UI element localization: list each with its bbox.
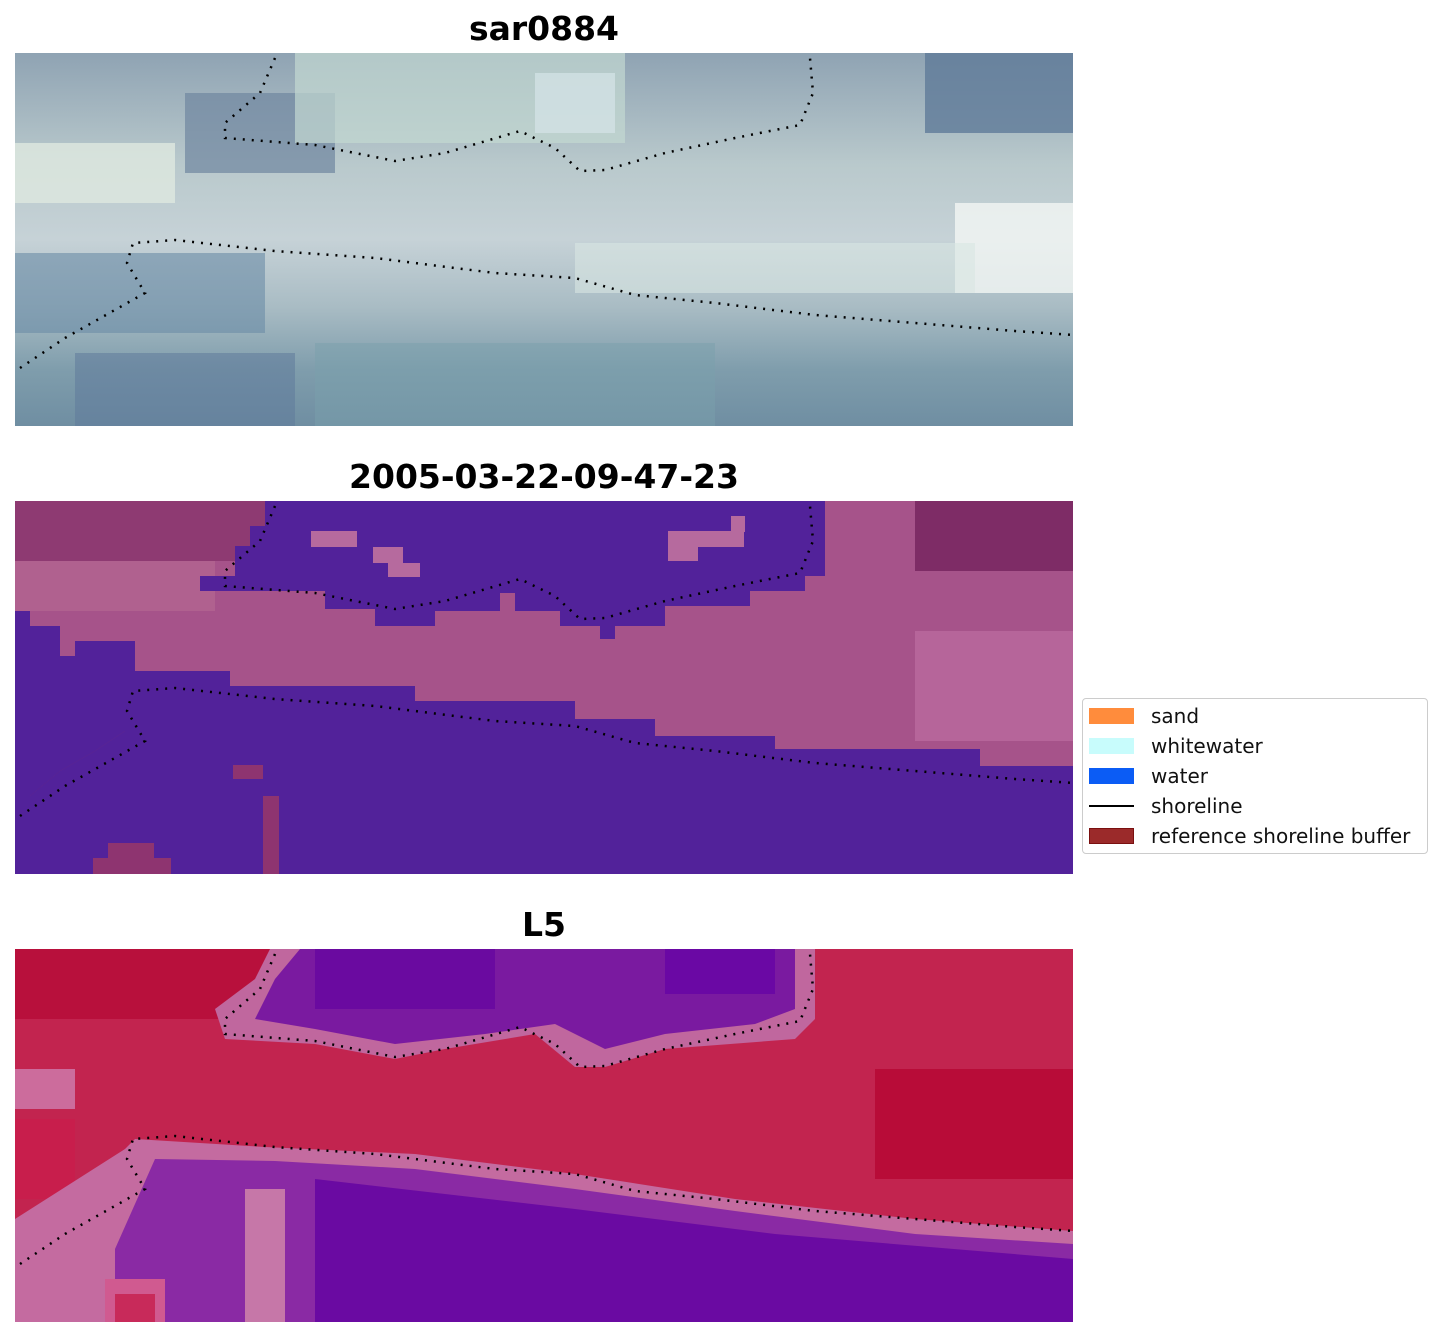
shoreline-dotted-classified — [19, 505, 1073, 818]
legend-swatch-reference-buffer — [1089, 828, 1134, 844]
classified-image-panel — [15, 501, 1073, 874]
legend-swatch-water — [1089, 768, 1134, 784]
legend-line-shoreline — [1089, 804, 1134, 808]
shoreline-dotted-rgb — [19, 57, 1073, 370]
panel-title-classified: 2005-03-22-09-47-23 — [349, 457, 739, 496]
legend-label-shoreline: shoreline — [1151, 794, 1243, 818]
legend-label-reference-buffer: reference shoreline buffer — [1151, 824, 1411, 848]
legend-label-whitewater: whitewater — [1151, 734, 1263, 758]
legend-item-water: water — [1089, 764, 1208, 788]
low-region-bottom — [15, 1069, 1073, 1322]
legend-label-sand: sand — [1151, 704, 1200, 728]
legend-item-shoreline: shoreline — [1089, 794, 1243, 818]
rgb-image-panel — [15, 53, 1073, 426]
panel-title-rgb: sar0884 — [468, 9, 620, 48]
l5-image-panel — [15, 949, 1073, 1322]
legend-swatch-whitewater — [1089, 738, 1134, 754]
rgb-image — [15, 53, 1073, 426]
legend-item-sand: sand — [1089, 704, 1199, 728]
classified-image — [15, 501, 1073, 874]
l5-image — [15, 949, 1073, 1322]
legend-label-water: water — [1151, 764, 1208, 788]
legend-item-reference-buffer: reference shoreline buffer — [1089, 824, 1410, 848]
panel-title-l5: L5 — [522, 905, 566, 944]
shoreline-dotted-l5 — [19, 953, 1073, 1266]
low-region-top — [215, 949, 815, 1067]
legend-swatch-sand — [1089, 708, 1134, 724]
legend: sand whitewater water shoreline referenc… — [1082, 698, 1428, 854]
legend-item-whitewater: whitewater — [1089, 734, 1263, 758]
